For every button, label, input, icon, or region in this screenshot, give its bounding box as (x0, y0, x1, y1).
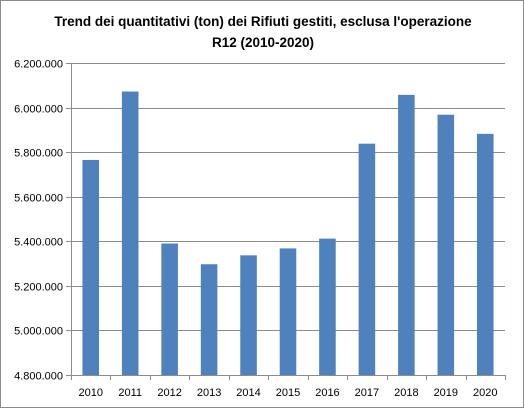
x-tick-label: 2014 (236, 387, 260, 399)
y-tick-label: 5.200.000 (14, 282, 63, 294)
bar-2011 (121, 91, 139, 376)
x-tick-label: 2011 (118, 387, 142, 399)
x-tick-label: 2015 (276, 387, 300, 399)
bar-2015 (279, 248, 297, 375)
bar-2010 (82, 159, 100, 375)
x-tick-labels: 2010 2011 2012 2013 2014 2015 2016 2017 2018 2019… (78, 387, 497, 399)
x-tick-label: 2016 (315, 387, 339, 399)
chart-title-line-2: R12 (2010-2020) (211, 35, 315, 50)
y-tick-label: 4.800.000 (14, 371, 63, 383)
y-tick-label: 6.000.000 (14, 104, 63, 116)
x-tick-label: 2013 (197, 387, 221, 399)
x-tick-label: 2019 (434, 387, 458, 399)
x-tick-label: 2020 (473, 387, 497, 399)
x-tick-label: 2012 (157, 387, 181, 399)
axes (71, 63, 505, 376)
bar-2017 (358, 143, 376, 375)
y-tick-label: 5.800.000 (14, 148, 63, 160)
x-tick-label: 2018 (394, 387, 418, 399)
bar-2020 (476, 133, 494, 375)
y-tick-labels: 4.800.000 5.000.000 5.200.000 5.400.000 5.60… (14, 59, 63, 383)
y-tick-label: 5.400.000 (14, 237, 63, 249)
y-tick-label: 5.600.000 (14, 193, 63, 205)
y-tick-label: 5.000.000 (14, 326, 63, 338)
bar-2014 (240, 255, 257, 375)
bar-2012 (161, 243, 178, 375)
bars (82, 91, 494, 376)
bar-2013 (200, 264, 218, 375)
x-tick-label: 2010 (78, 387, 102, 399)
bar-2018 (398, 94, 415, 376)
bar-2016 (319, 238, 336, 375)
bar-2019 (437, 114, 455, 376)
x-tick-label: 2017 (355, 387, 379, 399)
chart-title: Trend dei quantitativi (ton) dei Rifiuti… (41, 11, 485, 53)
y-tick-label: 6.200.000 (14, 59, 63, 71)
chart-title-line-1: Trend dei quantitativi (ton) dei Rifiuti… (54, 14, 472, 29)
